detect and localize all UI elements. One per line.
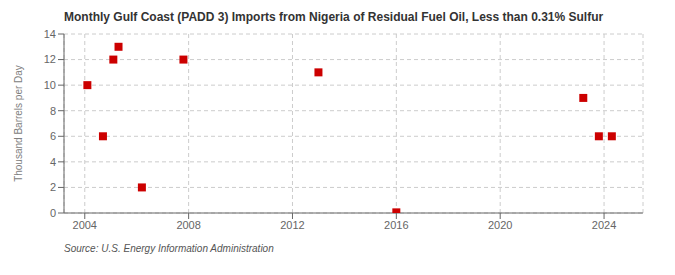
svg-text:6: 6 (50, 130, 56, 142)
svg-text:8: 8 (50, 105, 56, 117)
svg-text:2: 2 (50, 181, 56, 193)
svg-text:12: 12 (44, 53, 56, 65)
html-text:Source: U.S. Energy Informatio: Source: U.S. Energy Information Administ… (64, 243, 274, 254)
svg-text:2008: 2008 (176, 219, 200, 231)
svg-text:2024: 2024 (592, 219, 616, 231)
svg-text:Thousand Barrels per Day: Thousand Barrels per Day (13, 65, 24, 182)
svg-text:2020: 2020 (488, 219, 512, 231)
svg-text:10: 10 (44, 79, 56, 91)
svg-text:14: 14 (44, 28, 56, 40)
html-text:Monthly Gulf Coast (PADD 3) Im: Monthly Gulf Coast (PADD 3) Imports from… (64, 10, 604, 24)
svg-text:0: 0 (50, 207, 56, 219)
svg-text:4: 4 (50, 156, 56, 168)
svg-text:2016: 2016 (384, 219, 408, 231)
svg-text:2012: 2012 (280, 219, 304, 231)
svg-text:2004: 2004 (73, 219, 97, 231)
